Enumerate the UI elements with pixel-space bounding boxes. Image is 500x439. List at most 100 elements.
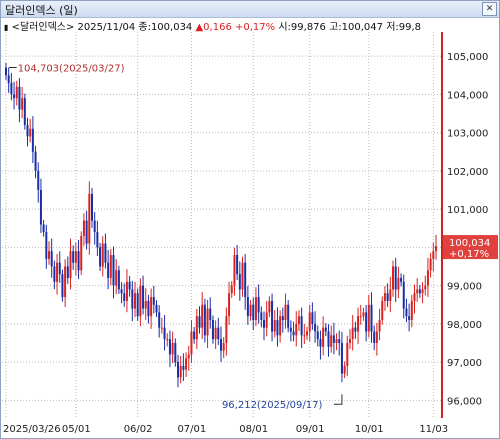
- candle-body: [257, 297, 260, 313]
- candle-body: [346, 342, 349, 366]
- candle-body: [279, 316, 282, 336]
- candle-body: [378, 320, 381, 332]
- candle-body: [115, 270, 118, 286]
- candle-body: [225, 316, 228, 343]
- candle-body: [134, 293, 136, 309]
- candle-body: [203, 304, 206, 336]
- quote-date: 2025/11/04: [77, 22, 136, 32]
- candle-body: [220, 339, 222, 351]
- candle-body: [88, 193, 91, 244]
- candle-body: [241, 262, 244, 290]
- candle-body: [48, 251, 50, 259]
- candle-body: [185, 358, 188, 370]
- candle-body: [99, 247, 102, 267]
- candle-body: [319, 339, 322, 347]
- candle-body: [117, 270, 120, 290]
- close-icon[interactable]: ✕: [482, 2, 497, 16]
- candle-body: [254, 297, 257, 321]
- candle-body: [408, 316, 411, 321]
- x-tick-label: 11/03: [419, 424, 448, 435]
- candle-body: [18, 86, 21, 110]
- low-price: 저:99,8: [386, 22, 422, 32]
- open-price: 시:99,876: [278, 22, 326, 32]
- candle-body: [131, 289, 134, 309]
- candle-body: [45, 232, 48, 259]
- candle-body: [295, 323, 298, 336]
- x-tick-labels: 2025/03/26 05/01 06/02 07/01 08/01 09/01 10/01…: [3, 424, 448, 435]
- candle-body: [340, 342, 343, 374]
- candle-body: [109, 255, 112, 278]
- candle-body: [193, 331, 196, 340]
- candle-body: [303, 335, 306, 337]
- candle-body: [265, 312, 268, 328]
- candle-body: [426, 270, 429, 286]
- candle-body: [187, 354, 190, 359]
- candle-body: [166, 339, 169, 341]
- candle-body: [316, 331, 319, 340]
- candle-body: [308, 312, 311, 332]
- candle-body: [123, 293, 126, 301]
- candle-body: [190, 331, 193, 355]
- candle-body: [276, 320, 279, 336]
- candle-body: [201, 304, 204, 328]
- candle-body: [144, 300, 147, 309]
- candle-body: [7, 75, 10, 83]
- candle-body: [29, 128, 32, 137]
- x-tick-label: 07/01: [177, 424, 206, 435]
- last-change-label: +0,17%: [449, 249, 489, 260]
- y-tick-label: 97,000: [447, 358, 482, 369]
- series-marker: ▮: [4, 23, 9, 32]
- candle-body: [314, 323, 317, 332]
- low-marker-line: [333, 394, 343, 405]
- candle-body: [136, 293, 139, 317]
- candle-body: [287, 304, 290, 328]
- title-bar: 달러인덱스 (일) ✕: [1, 1, 499, 18]
- candle-body: [26, 124, 29, 137]
- y-tick-label: 104,000: [447, 90, 488, 101]
- candle-body: [260, 312, 263, 321]
- candle-body: [21, 98, 24, 110]
- candle-body: [150, 297, 153, 317]
- candle-body: [142, 285, 145, 309]
- candle-body: [297, 316, 300, 324]
- candle-body: [383, 293, 386, 301]
- candle-body: [58, 262, 61, 275]
- candle-body: [50, 251, 53, 267]
- y-tick-label: 101,000: [447, 205, 488, 216]
- candle-body: [5, 67, 7, 76]
- candle-body: [82, 220, 85, 236]
- candle-body: [410, 300, 413, 321]
- candle-body: [91, 193, 93, 221]
- candle-body: [171, 342, 174, 355]
- candle-body: [421, 289, 424, 294]
- candle-body: [139, 285, 142, 317]
- candle-body: [80, 235, 83, 271]
- candle-body: [435, 246, 437, 252]
- y-tick-labels: 96,00097,00098,00099,000100,000101,00010…: [447, 52, 488, 407]
- candle-body: [211, 320, 214, 340]
- x-tick-label: 05/01: [62, 424, 91, 435]
- candle-body: [77, 251, 80, 271]
- candle-body: [244, 262, 247, 298]
- candle-body: [271, 300, 274, 332]
- x-tick-label: 06/02: [124, 424, 153, 435]
- candle-body: [402, 281, 405, 309]
- candle-body: [338, 339, 341, 343]
- candle-body: [424, 285, 427, 290]
- candle-body: [400, 277, 403, 282]
- candle-body: [365, 312, 368, 332]
- candle-body: [386, 293, 389, 301]
- close-price: 종:100,034: [138, 22, 193, 32]
- candle-body: [397, 277, 400, 290]
- candle-body: [158, 312, 161, 328]
- candle-body: [53, 266, 56, 282]
- price-change: ▲0,166: [195, 22, 232, 32]
- candle-body: [96, 232, 99, 248]
- candle-body: [72, 251, 75, 263]
- candle-body: [74, 251, 77, 263]
- candle-body: [206, 308, 209, 336]
- candle-body: [357, 316, 360, 332]
- candle-body: [155, 304, 158, 313]
- x-tick-label: 09/01: [296, 424, 325, 435]
